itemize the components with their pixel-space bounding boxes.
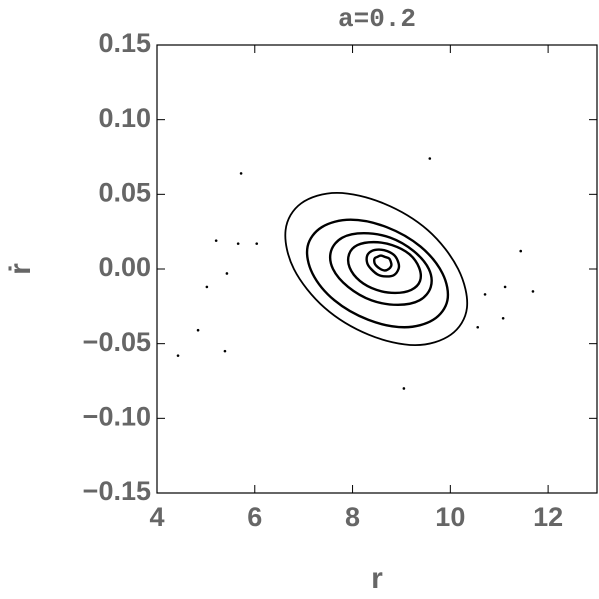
orbit-curve (329, 231, 433, 307)
point (519, 249, 523, 253)
x-tick-label: 10 (435, 502, 465, 532)
orbit-curve (373, 254, 393, 272)
point (428, 157, 432, 160)
point (402, 387, 406, 390)
orbit-curve (365, 248, 401, 278)
point (214, 239, 218, 242)
point (483, 293, 487, 296)
point (503, 285, 507, 289)
point (236, 242, 240, 245)
plot-frame (156, 44, 598, 494)
point (176, 354, 180, 357)
x-axis-label: r (371, 562, 383, 595)
point (255, 242, 259, 245)
y-tick-label: −0.10 (83, 401, 151, 431)
point (205, 285, 209, 289)
x-tick-label: 12 (533, 502, 563, 532)
chart-title: a=0.2 (338, 4, 416, 34)
point (501, 316, 505, 320)
point (476, 325, 480, 329)
orbit-curve (284, 191, 469, 347)
orbit-curve (305, 218, 450, 329)
point (239, 172, 243, 175)
y-tick-label: 0.15 (98, 28, 151, 58)
point (225, 272, 229, 275)
y-tick-label: 0.00 (98, 252, 151, 282)
y-tick-label: −0.15 (83, 476, 151, 506)
point (196, 328, 200, 332)
x-tick-label: 8 (345, 502, 360, 532)
point (223, 349, 227, 353)
y-tick-label: −0.05 (83, 327, 151, 357)
x-tick-label: 4 (149, 502, 164, 532)
y-tick-label: 0.05 (98, 177, 151, 207)
point (531, 290, 535, 293)
orbit-curve (347, 240, 422, 295)
x-tick-label: 6 (247, 502, 262, 532)
y-tick-label: 0.10 (98, 103, 151, 133)
y-axis-label: ṙ (4, 263, 37, 275)
